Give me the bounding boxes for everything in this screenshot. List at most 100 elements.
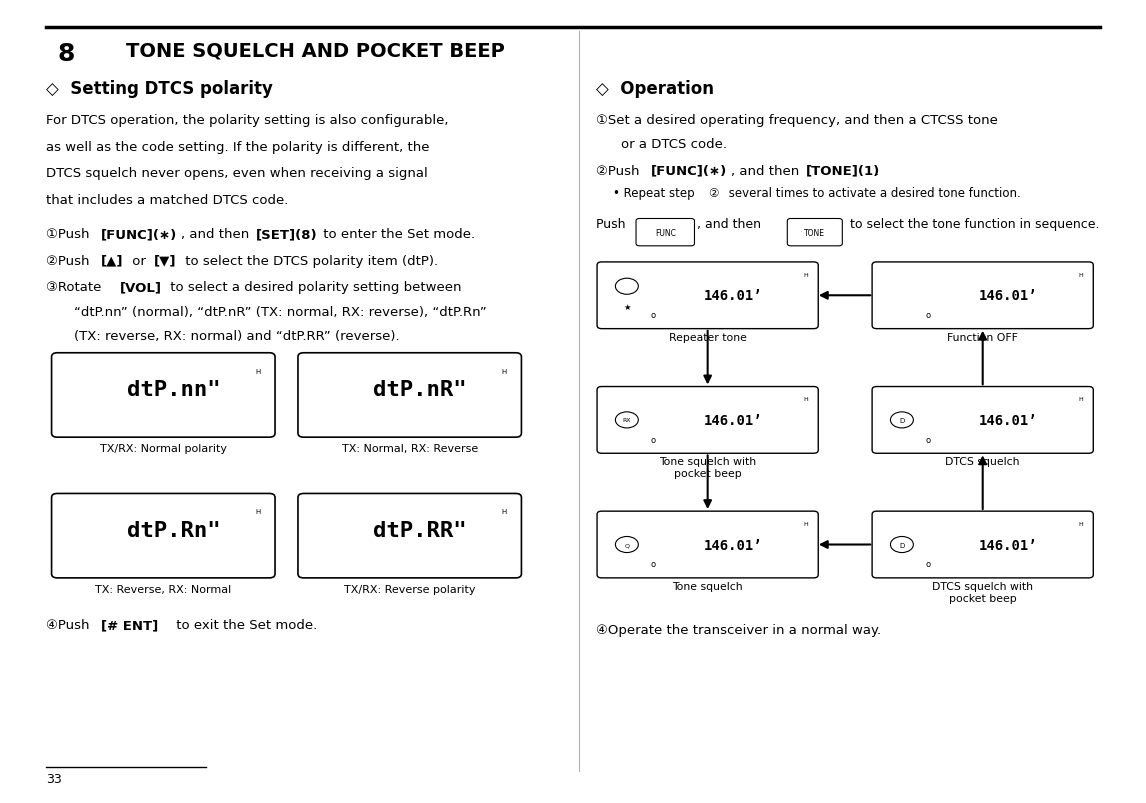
Text: For DTCS operation, the polarity setting is also configurable,: For DTCS operation, the polarity setting… [46, 114, 448, 127]
Text: or a DTCS code.: or a DTCS code. [621, 138, 727, 151]
Text: Tone squelch with
pocket beep: Tone squelch with pocket beep [659, 457, 756, 479]
FancyBboxPatch shape [298, 353, 521, 438]
Text: to select the DTCS polarity item (dtP).: to select the DTCS polarity item (dtP). [181, 255, 438, 267]
Text: ①Set a desired operating frequency, and then a CTCSS tone: ①Set a desired operating frequency, and … [596, 114, 998, 127]
Text: H: H [1078, 521, 1083, 526]
Text: DTCS squelch: DTCS squelch [945, 457, 1020, 467]
Text: ④Operate the transceiver in a normal way.: ④Operate the transceiver in a normal way… [596, 623, 881, 636]
FancyBboxPatch shape [298, 494, 521, 578]
FancyBboxPatch shape [872, 512, 1093, 578]
Text: [TONE](1): [TONE](1) [806, 165, 880, 177]
Text: , and then: , and then [697, 218, 764, 230]
Text: H: H [803, 272, 808, 277]
Text: H: H [803, 521, 808, 526]
Text: D: D [900, 418, 904, 423]
Text: ★: ★ [623, 302, 630, 312]
Text: dtP.nR": dtP.nR" [374, 379, 468, 399]
Text: , and then: , and then [731, 165, 803, 177]
Text: Repeater tone: Repeater tone [669, 332, 746, 342]
Text: ④Push: ④Push [46, 618, 94, 631]
Text: that includes a matched DTCS code.: that includes a matched DTCS code. [46, 194, 288, 206]
Text: TX/RX: Normal polarity: TX/RX: Normal polarity [100, 443, 227, 453]
Text: 146.01’: 146.01’ [704, 414, 762, 427]
FancyBboxPatch shape [636, 219, 694, 247]
Text: Tone squelch: Tone squelch [673, 581, 743, 591]
Text: [▼]: [▼] [154, 255, 176, 267]
Text: dtP.Rn": dtP.Rn" [127, 520, 221, 540]
Text: H: H [803, 397, 808, 402]
Text: Q: Q [625, 542, 629, 548]
Text: 146.01’: 146.01’ [979, 289, 1037, 303]
Text: [FUNC](∗): [FUNC](∗) [651, 165, 728, 177]
Text: 146.01’: 146.01’ [979, 538, 1037, 552]
Text: TX: Reverse, RX: Normal: TX: Reverse, RX: Normal [95, 584, 231, 593]
Text: o: o [651, 560, 656, 569]
Text: RX: RX [622, 418, 631, 423]
Text: [VOL]: [VOL] [120, 281, 163, 294]
FancyBboxPatch shape [597, 512, 818, 578]
Text: [SET](8): [SET](8) [256, 228, 317, 241]
Text: H: H [1078, 397, 1083, 402]
Text: 33: 33 [46, 772, 62, 785]
Text: Function OFF: Function OFF [948, 332, 1018, 342]
Text: TX/RX: Reverse polarity: TX/RX: Reverse polarity [344, 584, 476, 593]
Text: H: H [254, 508, 260, 515]
Text: TONE SQUELCH AND POCKET BEEP: TONE SQUELCH AND POCKET BEEP [126, 42, 504, 61]
Text: ③Rotate: ③Rotate [46, 281, 105, 294]
Text: FUNC: FUNC [654, 228, 676, 238]
Text: to select a desired polarity setting between: to select a desired polarity setting bet… [166, 281, 462, 294]
Text: 146.01’: 146.01’ [704, 538, 762, 552]
Text: (TX: reverse, RX: normal) and “dtP.RR” (reverse).: (TX: reverse, RX: normal) and “dtP.RR” (… [74, 329, 400, 342]
Text: [FUNC](∗): [FUNC](∗) [101, 228, 178, 241]
FancyBboxPatch shape [872, 263, 1093, 329]
Text: to select the tone function in sequence.: to select the tone function in sequence. [846, 218, 1099, 230]
Text: , and then: , and then [181, 228, 253, 241]
Text: DTCS squelch with
pocket beep: DTCS squelch with pocket beep [932, 581, 1034, 603]
Text: ◇  Setting DTCS polarity: ◇ Setting DTCS polarity [46, 80, 273, 98]
Circle shape [615, 279, 638, 295]
Text: ②Push: ②Push [46, 255, 94, 267]
Text: dtP.nn": dtP.nn" [127, 379, 221, 399]
Circle shape [615, 537, 638, 553]
Circle shape [615, 413, 638, 429]
Text: H: H [501, 508, 507, 515]
Text: dtP.RR": dtP.RR" [374, 520, 468, 540]
Text: Push: Push [596, 218, 629, 230]
FancyBboxPatch shape [597, 263, 818, 329]
Text: o: o [926, 311, 931, 320]
Text: several times to activate a desired tone function.: several times to activate a desired tone… [725, 187, 1021, 200]
Text: H: H [254, 368, 260, 374]
Text: [# ENT]: [# ENT] [101, 618, 158, 631]
FancyBboxPatch shape [52, 494, 275, 578]
Text: DTCS squelch never opens, even when receiving a signal: DTCS squelch never opens, even when rece… [46, 167, 427, 180]
Text: to enter the Set mode.: to enter the Set mode. [319, 228, 474, 241]
Text: 146.01’: 146.01’ [704, 289, 762, 303]
Text: as well as the code setting. If the polarity is different, the: as well as the code setting. If the pola… [46, 141, 430, 153]
Text: 146.01’: 146.01’ [979, 414, 1037, 427]
FancyBboxPatch shape [872, 387, 1093, 454]
Text: • Repeat step: • Repeat step [613, 187, 698, 200]
Text: TX: Normal, RX: Reverse: TX: Normal, RX: Reverse [342, 443, 478, 453]
Text: or: or [128, 255, 150, 267]
Text: H: H [501, 368, 507, 374]
FancyBboxPatch shape [597, 387, 818, 454]
Text: ①Push: ①Push [46, 228, 94, 241]
Circle shape [890, 413, 913, 429]
Text: ②Push: ②Push [596, 165, 644, 177]
FancyBboxPatch shape [787, 219, 842, 247]
Text: o: o [651, 435, 656, 444]
Circle shape [890, 537, 913, 553]
Text: o: o [651, 311, 656, 320]
Text: ◇  Operation: ◇ Operation [596, 80, 714, 98]
Text: “dtP.nn” (normal), “dtP.nR” (TX: normal, RX: reverse), “dtP.Rn”: “dtP.nn” (normal), “dtP.nR” (TX: normal,… [74, 305, 487, 318]
Text: o: o [926, 435, 931, 444]
Text: 8: 8 [57, 42, 74, 66]
FancyBboxPatch shape [52, 353, 275, 438]
Text: [▲]: [▲] [101, 255, 124, 267]
Text: to exit the Set mode.: to exit the Set mode. [172, 618, 317, 631]
Text: .: . [874, 165, 879, 177]
Text: D: D [900, 542, 904, 548]
Text: H: H [1078, 272, 1083, 277]
Text: TONE: TONE [804, 228, 825, 238]
Text: o: o [926, 560, 931, 569]
